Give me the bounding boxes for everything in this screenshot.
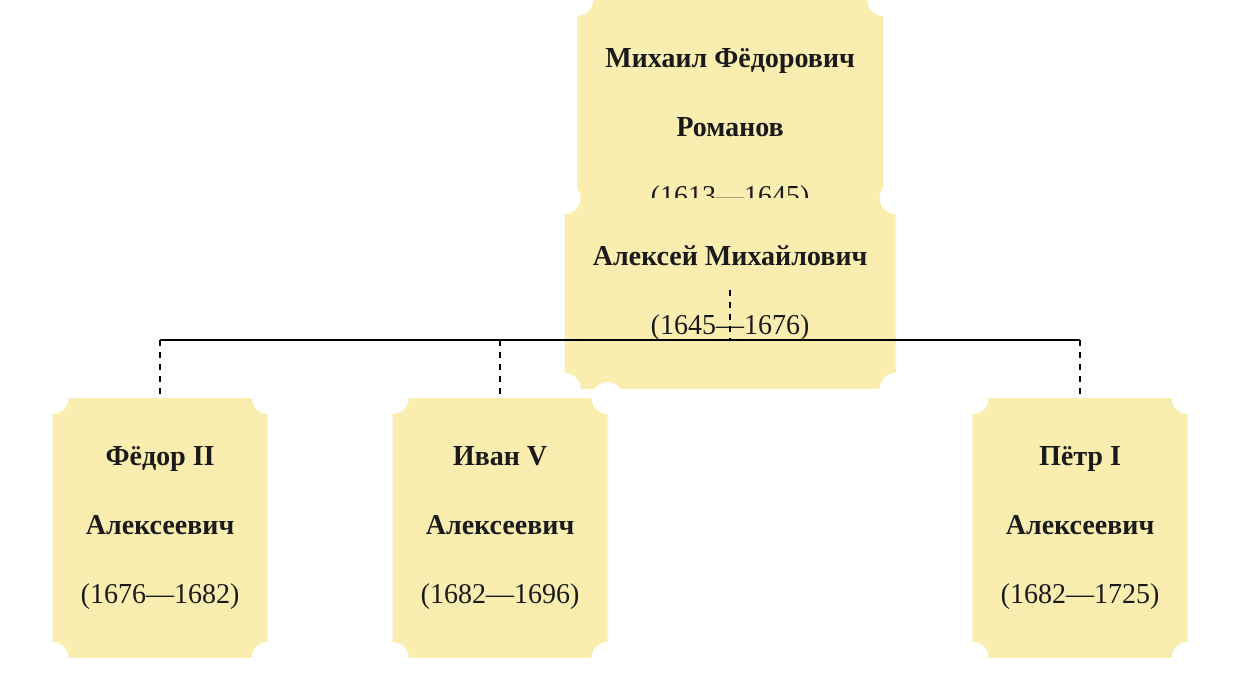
notch-icon [1171,382,1203,414]
node-fedor: Фёдор II Алексеевич (1676—1682) [53,398,268,658]
node-petr: Пётр I Алексеевич (1682—1725) [973,398,1188,658]
plate-ivan: Иван V Алексеевич (1682—1696) [393,398,608,658]
notch-icon [37,382,69,414]
notch-icon [867,0,899,16]
notch-icon [957,382,989,414]
notch-icon [957,642,989,674]
plate-alexei: Алексей Михайлович (1645—1676) [565,198,896,389]
node-years: (1682—1696) [421,579,580,611]
notch-icon [879,182,911,214]
node-years: (1676—1682) [81,579,240,611]
notch-icon [1171,642,1203,674]
node-name-line1: Фёдор II [81,441,240,473]
plate-petr: Пётр I Алексеевич (1682—1725) [973,398,1188,658]
node-name-line1: Алексей Михайлович [593,241,868,273]
notch-icon [37,642,69,674]
node-name-line2: Алексеевич [81,510,240,542]
plate-fedor: Фёдор II Алексеевич (1676—1682) [53,398,268,658]
notch-icon [549,182,581,214]
notch-icon [251,382,283,414]
notch-icon [377,382,409,414]
node-name-line1: Иван V [421,441,580,473]
node-name-line1: Пётр I [1001,441,1160,473]
notch-icon [377,642,409,674]
node-name-line2: Романов [605,112,855,144]
node-years: (1682—1725) [1001,579,1160,611]
romanov-tree-diagram: Михаил Фёдорович Романов (1613—1645) Але… [0,0,1239,552]
node-name-line2: Алексеевич [1001,510,1160,542]
notch-icon [251,642,283,674]
notch-icon [591,642,623,674]
node-alexei: Алексей Михайлович (1645—1676) [565,198,896,389]
node-name-line1: Михаил Фёдорович [605,43,855,75]
notch-icon [591,382,623,414]
node-ivan: Иван V Алексеевич (1682—1696) [393,398,608,658]
node-years: (1645—1676) [593,310,868,342]
notch-icon [879,373,911,405]
notch-icon [561,0,593,16]
node-name-line2: Алексеевич [421,510,580,542]
